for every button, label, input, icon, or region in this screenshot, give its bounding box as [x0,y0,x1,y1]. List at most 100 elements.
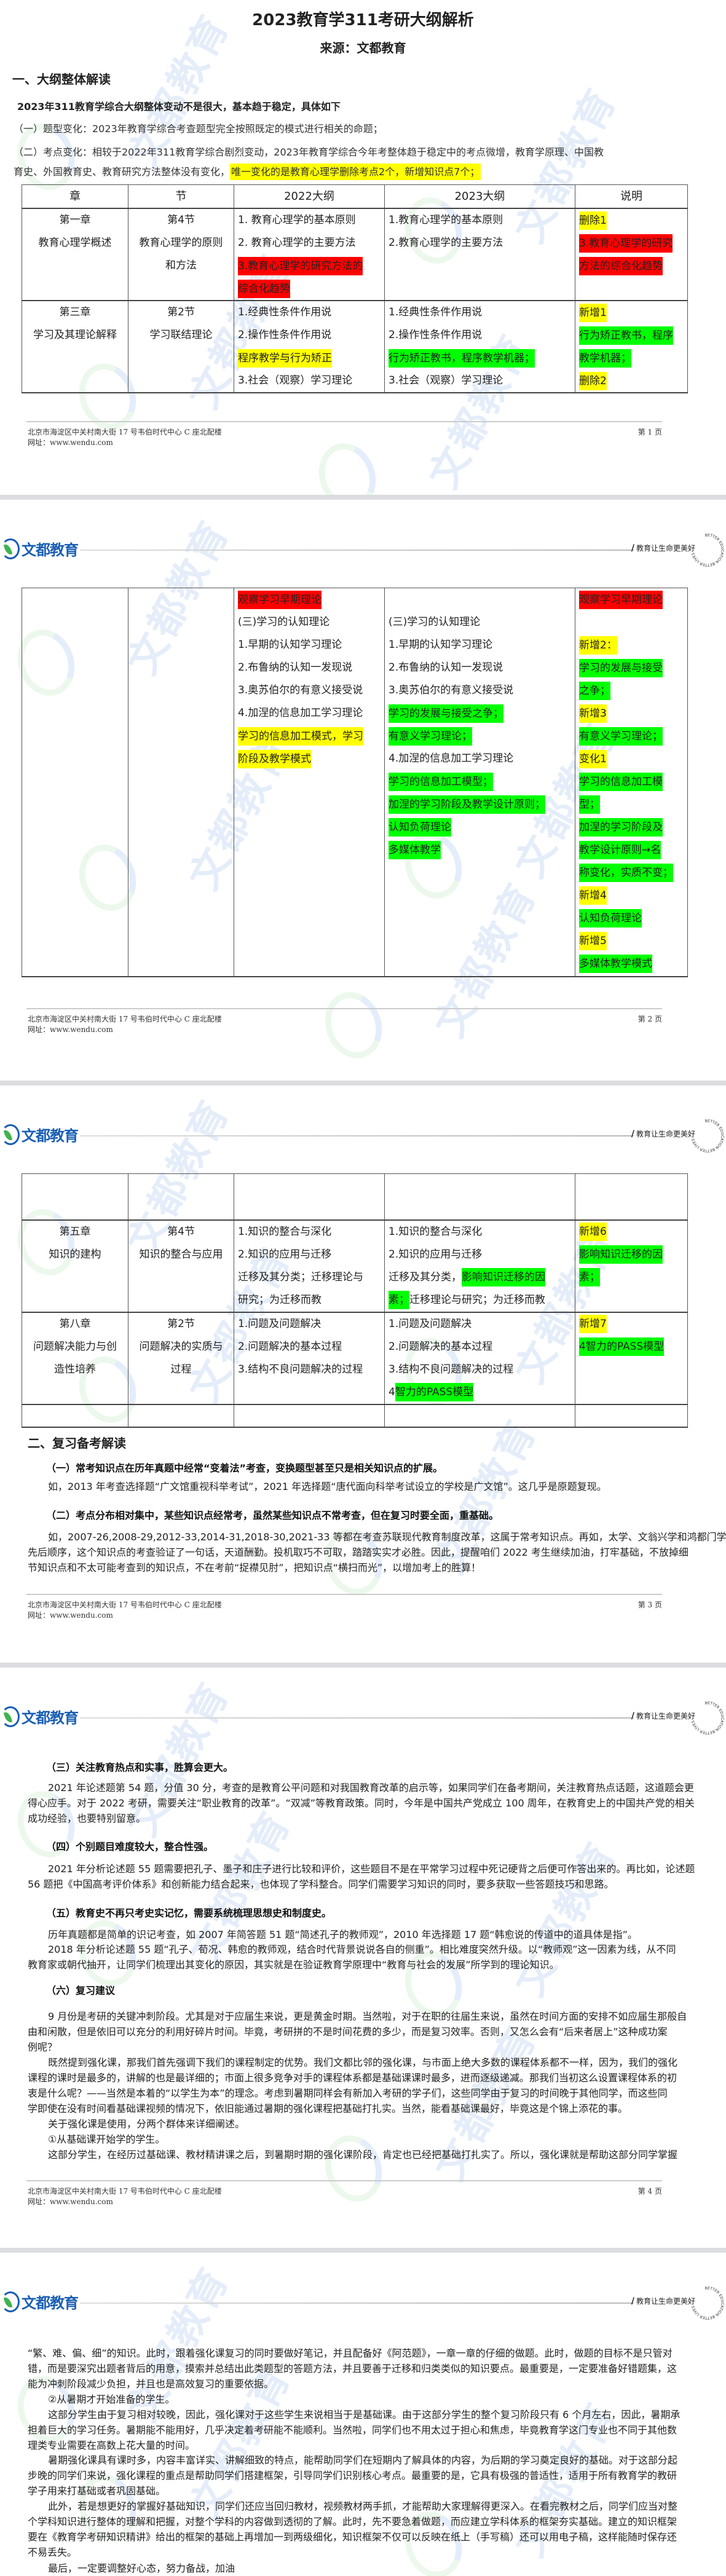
item-text: 育史、外国教育史、教育研究方法整体没有变化， [14,166,231,178]
column-header: 2022大纲 [234,184,385,209]
chapter-cell [22,1173,128,1220]
paragraph-line: 由和闲散，但是依旧可以充分的利用好碎片时间。毕竟，考研拼的不是时间花费的多少，而… [28,2026,668,2038]
cell-line: 迁移及其分类；迁移理论与 [238,1266,381,1289]
paragraph-line: 如，2007-26,2008-29,2012-33,2014-31,2018-3… [48,1531,726,1543]
syllabus-2023-cell: 1.教育心理学的基本原则 2.教育心理学的主要方法 [384,208,575,301]
section-heading: （三）关注教育热点和实事，胜算会更大。 [46,1762,234,1773]
paragraph-line: 学即使在没有时间看基础课视频的情况下，依旧能通过暑期的强化课程把基础打扎实。当然… [28,2103,628,2114]
cell-text: 第五章 [59,1225,91,1238]
highlighted-text: 3.教育心理学的研究 [579,234,673,253]
cell-text: 2.知识的应用与迁移 [389,1248,483,1261]
cell-line: 学习的信息加工模 [579,770,684,793]
paragraph-line: 此外，若是想更好的掌握好基础知识，同学们还应当回归教材，视频教材两手抓，才能帮助… [48,2500,678,2512]
logo-text: 文都教育 [22,2294,79,2312]
syllabus-comparison-table: 章节 2022大纲 2023大纲 说明 第一章 教育心理学概述 第4节 教育心理学的原则 和方法… [22,184,688,393]
cell-text: 1. 教育心理学的基本原则 [238,214,356,226]
cell-text: 1.经典性条件作用说 [389,306,483,318]
cell-line: 综合化趋势 [238,277,381,300]
paragraph-line: 能为冲刺阶段减少负担，并且也是高效复习的重要依据。 [28,2378,274,2390]
cell-line: 第4节 [130,1221,232,1243]
highlighted-text: 认知负荷理论 [389,817,451,837]
cell-text: 4 [389,1385,395,1398]
cell-text: 3.结构不良问题解决的过程 [238,1363,363,1376]
cell-line: 2.操作性条件作用说 [238,324,381,347]
syllabus-2023-cell: 1.问题及问题解决 2.问题解决的基本过程 3.结构不良问题解决的过程 4 智力的PAS… [384,1312,575,1404]
syllabus-2022-cell: 观察学习早期理论 (三)学习的认知理论 1.早期的认知学习理论 2.布鲁纳的认知一发现… [234,588,385,977]
highlighted-text: 观察学习早期理论 [579,590,663,609]
highlighted-text: 唯一变化的是教育心理学删除考点2个，新增知识点7个； [230,163,481,180]
cell-line: 3.社会（观察）学习理论 [238,369,381,392]
table-row: 第八章 问题解决能力与创 造性培养 第2节 问题解决的实质与 过程 1.问题及问题解决 2.问… [22,1312,688,1404]
paragraph-line: 9 月份是考研的关键冲刺阶段。尤其是对于应届生来说，更是黄金时期。当然啦，对于在… [48,2011,687,2022]
paragraph-line: 如，2013 年考查选择题“广文馆重视科举考试”，2021 年选择题“唐代面向科… [48,1481,607,1492]
cell-line: 新增2： [579,634,684,656]
highlighted-text: 变化1 [579,749,607,768]
highlighted-text: 素； [579,1268,600,1286]
paragraph-line: ①从基础课开始学的学生。 [48,2133,165,2145]
cell-text: 4.加涅的信息加工学习理论 [238,707,363,719]
cell-text: 2.操作性条件作用说 [238,329,332,341]
cell-line: 1.经典性条件作用说 [389,301,571,324]
summary-text: 2023年311教育学综合大纲整体变动不是很大，基本趋于稳定，具体如下 [17,101,341,112]
syllabus-2023-cell [384,1173,575,1220]
cell-line: 之争； [579,679,684,702]
cell-line: 和方法 [130,254,232,277]
highlighted-text: 阶段及教学模式 [238,749,311,768]
cell-line: 多媒体教学 [389,838,571,861]
logo-text: 文都教育 [22,1709,79,1727]
cell-text: (三)学习的认知理论 [389,616,481,628]
cell-line: 4.加涅的信息加工学习理论 [389,747,571,770]
cell-line: 删除2 [579,369,684,392]
cell-text: 1.教育心理学的基本原则 [389,214,503,226]
table-header-row: 章节 2022大纲 2023大纲 说明 [22,184,688,209]
cell-line: 新增3 [579,702,684,725]
highlighted-text: 称变化，实质不变； [579,863,673,882]
highlighted-text: 新增3 [579,704,607,723]
cell-text: 第4节 [167,1225,195,1238]
svg-text:BETTER EDUCATION BETTER LIVES: BETTER EDUCATION BETTER LIVES [691,1119,724,1153]
cell-line: 影响知识迁移的因 [579,1243,684,1266]
highlighted-text: 影响知识迁移的因 [579,1245,663,1264]
cell-line: 新增1 [579,301,684,324]
cell-text: 1.早期的认知学习理论 [389,639,493,651]
cell-line: 第三章 [23,301,127,324]
cell-line: 2.布鲁纳的认知一发现说 [389,656,571,679]
page-number: 第 3 页 [637,1601,662,1609]
footer-website: 网址：www.wendu.com [28,438,113,447]
highlighted-text: 学习的信息加工模型； [389,772,493,791]
cell-line: 学习的信息加工模式，学习 [238,725,381,747]
header-divider [80,2302,634,2304]
footer-address: 北京市海淀区中关村南大街 17 号韦伯时代中心 C 座北配楼 [28,1601,222,1609]
paragraph-line: 节知识点和不太可能考查到的知识点，不在考前“捉襟见肘”，把知识点“横扫而光”，以… [28,1562,481,1574]
paragraph-line: 不易丢失。 [28,2546,77,2558]
highlighted-text: 加涅的学习阶段及 [579,817,663,837]
paragraph-line: “繁、难、偏、细”的知识。此时，跟着强化课复习的同时要做好笔记，并且配备好《阿范… [28,2347,673,2359]
footer-website: 网址：www.wendu.com [28,2197,113,2206]
cell-line: 学习的发展与接受之争； [389,702,571,725]
section-heading: （六）复习建议 [46,1985,116,1996]
header-divider [80,549,634,551]
cell-line: 第一章 [23,209,127,232]
paragraph-line: 例呢？ [28,2041,58,2053]
cell-text: 迁移及其分类， [389,1270,462,1283]
cell-line: 1.早期的认知学习理论 [389,634,571,656]
paragraph-line: 2018 年分析论述题 55 题“孔子、荀况、韩愈的教师观，结合时代背景说说各自… [48,1944,676,1955]
highlighted-text: 教学设计原则→名 [579,840,661,859]
cell-line: 2.知识的应用与迁移 [389,1243,571,1266]
highlighted-text: 行为矫正教书，程序 [579,326,673,345]
highlighted-text: 型； [579,795,600,814]
seal-text: BETTER EDUCATION BETTER LIVES [691,1119,724,1153]
highlighted-text: 多媒体教学 [389,840,441,859]
cell-text: 第4节 [167,214,195,226]
page-number: 第 4 页 [637,2187,662,2196]
table-row: 第三章 学习及其理论解释 第2节 学习联结理论 1.经典性条件作用说 2.操作性条件作用说… [22,300,688,393]
highlighted-text: 智力的PASS模型 [395,1383,474,1401]
cell-line: 方法的综合化趋势 [579,254,684,277]
cell-line: 3.教育心理学的研究 [579,232,684,254]
cell-text: 教育心理学概述 [38,237,112,249]
highlighted-text: 有意义学习理论； [389,727,472,746]
paragraph-line: 错，而是要深究出题者背后的用意，摸索并总结出此类题型的答题方法，并且要善于迁移和… [28,2363,677,2374]
paragraph-line: ②从暑期才开始准备的学生。 [48,2393,175,2405]
